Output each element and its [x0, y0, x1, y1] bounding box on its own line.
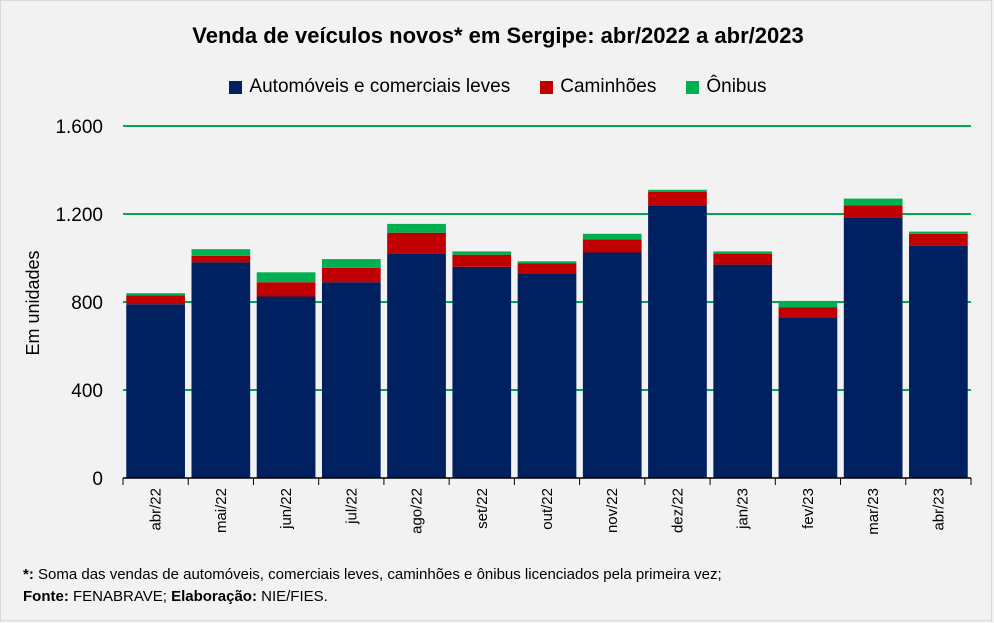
bar-out-22-series-2 — [517, 261, 577, 264]
legend-swatch-automoveis — [229, 80, 243, 94]
legend-label-automoveis: Automóveis e comerciais leves — [249, 76, 511, 97]
bar-ago-22-series-2 — [387, 223, 446, 233]
bar-dez-22-series-2 — [648, 189, 707, 192]
legend-label-caminhoes: Caminhões — [560, 76, 657, 97]
legend-item-onibus: Ônibus — [686, 76, 767, 98]
y-tick-label-1600: 1.600 — [55, 117, 103, 138]
bar-fev-23-series-1 — [778, 307, 838, 318]
bar-nov-22-series-0 — [582, 252, 642, 478]
chart-title: Venda de veículos novos* em Sergipe: abr… — [192, 23, 804, 48]
bar-abr-23-series-2 — [909, 231, 968, 234]
legend-item-caminhoes: Caminhões — [540, 76, 656, 98]
bar-set-22-series-2 — [452, 251, 512, 255]
bar-jan-23-series-1 — [713, 253, 773, 265]
source-label: Fonte: — [23, 588, 69, 605]
y-tick-label-800: 800 — [71, 293, 103, 314]
bar-set-22-series-1 — [452, 254, 512, 267]
bar-dez-22-series-0 — [648, 205, 707, 478]
bar-mar-23-series-2 — [843, 198, 903, 206]
bar-abr-23-series-1 — [909, 233, 968, 246]
bar-nov-22-series-2 — [582, 233, 642, 240]
bar-dez-22-series-1 — [648, 192, 707, 206]
bar-abr-22-series-0 — [126, 304, 185, 478]
x-tick-label-fev-23: fev/23 — [800, 488, 817, 529]
x-tick-label-mar-23: mar/23 — [865, 488, 882, 535]
bar-abr-22-series-1 — [126, 295, 185, 305]
bar-abr-23-series-0 — [909, 245, 968, 478]
x-tick-label-jan-23: jan/23 — [735, 488, 752, 530]
bar-out-22-series-0 — [517, 273, 577, 478]
x-tick-label-dez-22: dez/22 — [669, 488, 686, 533]
bar-nov-22-series-1 — [582, 239, 642, 253]
bar-abr-22-series-2 — [126, 293, 185, 296]
y-tick-label-1200: 1.200 — [55, 205, 103, 226]
bar-jul-22-series-2 — [321, 259, 381, 268]
elaboration-label: Elaboração: — [166, 588, 257, 605]
footnote-marker: *: — [23, 566, 34, 583]
legend-label-onibus: Ônibus — [706, 76, 767, 97]
elaboration-text: NIE/FIES. — [256, 588, 328, 605]
bar-jun-22-series-1 — [256, 282, 316, 297]
x-tick-label-jun-22: jun/22 — [278, 488, 295, 530]
legend-item-automoveis: Automóveis e comerciais leves — [229, 76, 510, 98]
footnote-line-1: *: Soma das vendas de automóveis, comerc… — [23, 564, 722, 586]
x-tick-label-abr-22: abr/22 — [148, 488, 165, 531]
x-tick-label-set-22: set/22 — [474, 488, 491, 529]
bar-jul-22-series-1 — [321, 267, 381, 283]
bar-fev-23-series-0 — [778, 317, 838, 478]
chart-plot: 0 400 800 1.200 1.600 abr/22 mai/22 jun/22 jul/2… — [23, 117, 972, 535]
bar-mai-22-series-0 — [191, 262, 251, 478]
legend-swatch-caminhoes — [540, 80, 554, 94]
bar-jun-22-series-0 — [256, 296, 316, 478]
plot-area: 0 400 800 1.200 1.600 abr/22 mai/22 jun/22 jul/2… — [55, 117, 972, 535]
x-tick-label-out-22: out/22 — [539, 488, 556, 530]
y-tick-label-0: 0 — [92, 469, 103, 490]
bar-mar-23-series-0 — [843, 217, 903, 479]
bar-out-22-series-1 — [517, 263, 577, 274]
x-tick-label-mai-22: mai/22 — [213, 488, 230, 533]
y-axis-label: Em unidades — [23, 250, 43, 355]
bar-mar-23-series-1 — [843, 205, 903, 218]
x-tick-label-ago-22: ago/22 — [409, 488, 426, 534]
x-tick-label-abr-23: abr/23 — [930, 488, 947, 531]
footnote: *: Soma das vendas de automóveis, comerc… — [23, 564, 722, 608]
bar-jan-23-series-0 — [713, 264, 773, 478]
bar-set-22-series-0 — [452, 266, 512, 478]
legend-swatch-onibus — [686, 80, 700, 94]
y-tick-label-400: 400 — [71, 381, 103, 402]
bar-ago-22-series-1 — [387, 232, 446, 254]
bar-mai-22-series-2 — [191, 249, 251, 256]
footnote-line-2: Fonte: FENABRAVE; Elaboração: NIE/FIES. — [23, 586, 722, 608]
bar-jul-22-series-0 — [321, 282, 381, 478]
footnote-text: Soma das vendas de automóveis, comerciai… — [33, 566, 722, 583]
bar-fev-23-series-2 — [778, 300, 838, 308]
source-text: FENABRAVE; — [68, 588, 167, 605]
x-tick-label-nov-22: nov/22 — [604, 488, 621, 533]
bar-mai-22-series-1 — [191, 255, 251, 263]
x-tick-label-jul-22: jul/22 — [343, 488, 360, 525]
bar-ago-22-series-0 — [387, 253, 446, 478]
bar-jan-23-series-2 — [713, 251, 773, 254]
bar-jun-22-series-2 — [256, 272, 316, 283]
chart-legend: Automóveis e comerciais leves Caminhões … — [1, 75, 994, 99]
